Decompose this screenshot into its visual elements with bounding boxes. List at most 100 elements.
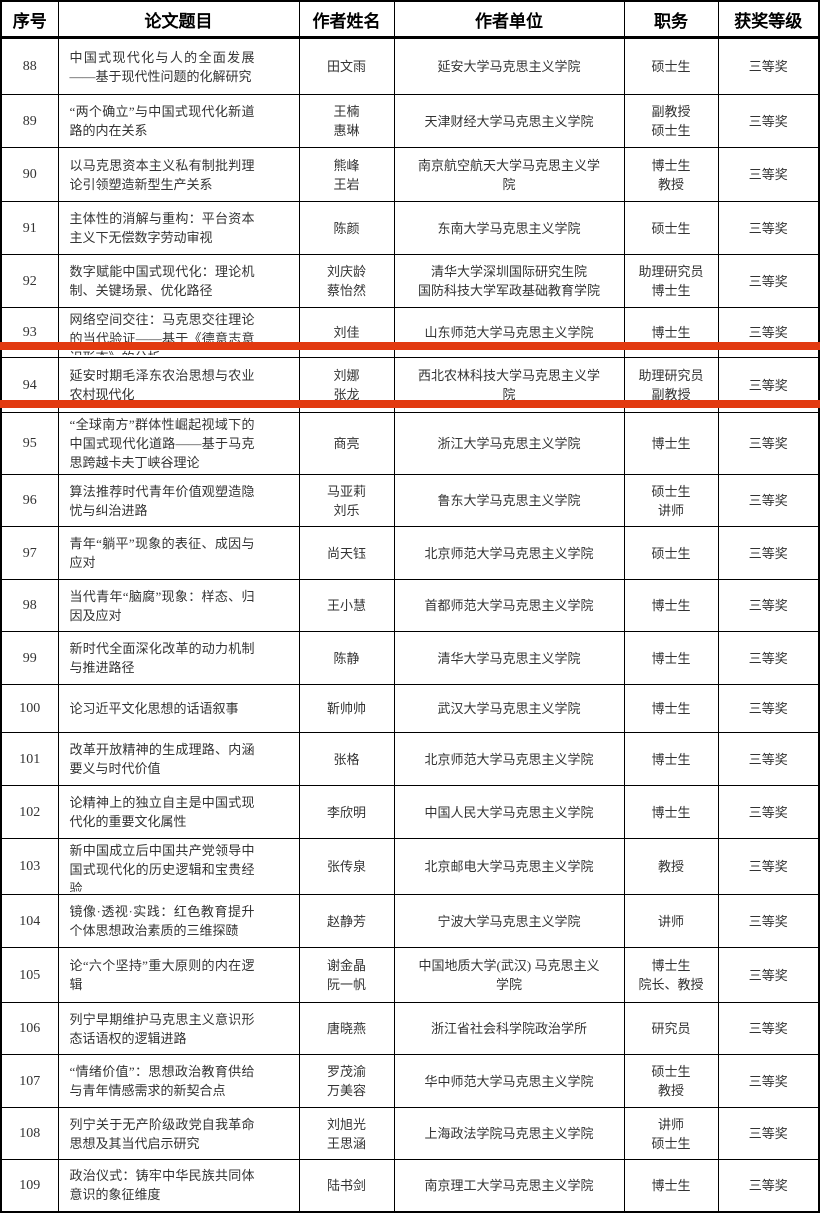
- header-authors: 作者姓名: [298, 0, 395, 39]
- cell-award: 三等奖: [717, 37, 820, 95]
- cell-no: 90: [0, 147, 59, 202]
- cell-no: 105: [0, 947, 59, 1003]
- cell-title: 镜像·透视·实践：红色教育提升个体思想政治素质的三维探赜: [57, 894, 300, 948]
- cell-title: “情绪价值”：思想政治教育供给与青年情感需求的新契合点: [57, 1054, 300, 1108]
- cell-no: 98: [0, 579, 59, 632]
- cell-award: 三等奖: [717, 1054, 820, 1108]
- cell-no: 102: [0, 785, 59, 839]
- cell-position: 硕士生: [623, 526, 719, 580]
- cell-title: “全球南方”群体性崛起视域下的中国式现代化道路——基于马克思跨越卡夫丁峡谷理论: [57, 412, 300, 475]
- cell-award: 三等奖: [717, 1107, 820, 1160]
- cell-title: 以马克思资本主义私有制批判理论引领塑造新型生产关系: [57, 147, 300, 202]
- cell-authors: 刘娜 张龙: [298, 357, 395, 413]
- cell-title: 网络空间交往：马克思交往理论的当代验证——基于《德意志意识形态》的分析: [57, 307, 300, 358]
- cell-award: 三等奖: [717, 631, 820, 685]
- cell-authors: 王楠 惠琳: [298, 94, 395, 148]
- cell-unit: 武汉大学马克思主义学院: [393, 684, 625, 733]
- cell-position: 博士生: [623, 631, 719, 685]
- cell-title: 主体性的消解与重构：平台资本主义下无偿数字劳动审视: [57, 201, 300, 255]
- cell-award: 三等奖: [717, 894, 820, 948]
- cell-title: 数字赋能中国式现代化：理论机制、关键场景、优化路径: [57, 254, 300, 308]
- cell-no: 108: [0, 1107, 59, 1160]
- cell-unit: 北京师范大学马克思主义学院: [393, 732, 625, 786]
- table-row: 103 新中国成立后中国共产党领导中国式现代化的历史逻辑和宝贵经验 张传泉 北京邮电大…: [0, 838, 820, 895]
- cell-title: 改革开放精神的生成理路、内涵要义与时代价值: [57, 732, 300, 786]
- cell-unit: 东南大学马克思主义学院: [393, 201, 625, 255]
- cell-title: 青年“躺平”现象的表征、成因与应对: [57, 526, 300, 580]
- cell-position: 硕士生 讲师: [623, 474, 719, 527]
- cell-unit: 中国人民大学马克思主义学院: [393, 785, 625, 839]
- cell-authors: 李欣明: [298, 785, 395, 839]
- cell-title: 论习近平文化思想的话语叙事: [57, 684, 300, 733]
- cell-award: 三等奖: [717, 94, 820, 148]
- cell-award: 三等奖: [717, 785, 820, 839]
- cell-title: 中国式现代化与人的全面发展——基于现代性问题的化解研究: [57, 37, 300, 95]
- cell-award: 三等奖: [717, 684, 820, 733]
- table-row: 94 延安时期毛泽东农治思想与农业农村现代化 刘娜 张龙 西北农林科技大学马克思主义学…: [0, 357, 820, 413]
- cell-no: 94: [0, 357, 59, 413]
- cell-award: 三等奖: [717, 1002, 820, 1055]
- cell-position: 副教授 硕士生: [623, 94, 719, 148]
- cell-authors: 尚天钰: [298, 526, 395, 580]
- cell-position: 博士生: [623, 785, 719, 839]
- cell-unit: 宁波大学马克思主义学院: [393, 894, 625, 948]
- table-row: 105 论“六个坚持”重大原则的内在逻辑 谢金晶 阮一帆 中国地质大学(武汉) 马克思…: [0, 947, 820, 1003]
- cell-authors: 谢金晶 阮一帆: [298, 947, 395, 1003]
- cell-position: 硕士生: [623, 37, 719, 95]
- cell-title: 论“六个坚持”重大原则的内在逻辑: [57, 947, 300, 1003]
- cell-position: 博士生: [623, 1159, 719, 1212]
- cell-authors: 罗茂渝 万美容: [298, 1054, 395, 1108]
- table-row: 104 镜像·透视·实践：红色教育提升个体思想政治素质的三维探赜 赵静芳 宁波大学马克…: [0, 894, 820, 948]
- table-row: 101 改革开放精神的生成理路、内涵要义与时代价值 张格 北京师范大学马克思主义学院博…: [0, 732, 820, 786]
- table-row: 90 以马克思资本主义私有制批判理论引领塑造新型生产关系 熊峰 王岩 南京航空航天大学…: [0, 147, 820, 202]
- cell-unit: 浙江大学马克思主义学院: [393, 412, 625, 475]
- cell-authors: 张格: [298, 732, 395, 786]
- table-row: 106 列宁早期维护马克思主义意识形态话语权的逻辑进路 唐晓燕 浙江省社会科学院政治学…: [0, 1002, 820, 1055]
- header-unit: 作者单位: [393, 0, 625, 39]
- cell-award: 三等奖: [717, 357, 820, 413]
- cell-no: 96: [0, 474, 59, 527]
- cell-title: 列宁关于无产阶级政党自我革命思想及其当代启示研究: [57, 1107, 300, 1160]
- table-row: 99 新时代全面深化改革的动力机制与推进路径 陈静 清华大学马克思主义学院 博士生 三等奖: [0, 631, 820, 685]
- header-position: 职务: [623, 0, 719, 39]
- table-row: 96 算法推荐时代青年价值观塑造隐忧与纠治进路 马亚莉 刘乐 鲁东大学马克思主义学院硕…: [0, 474, 820, 527]
- cell-unit: 南京理工大学马克思主义学院: [393, 1159, 625, 1212]
- cell-no: 89: [0, 94, 59, 148]
- cell-award: 三等奖: [717, 838, 820, 895]
- cell-authors: 陈静: [298, 631, 395, 685]
- cell-unit: 鲁东大学马克思主义学院: [393, 474, 625, 527]
- cell-position: 讲师 硕士生: [623, 1107, 719, 1160]
- table-row: 102 论精神上的独立自主是中国式现代化的重要文化属性 李欣明 中国人民大学马克思主义…: [0, 785, 820, 839]
- cell-no: 97: [0, 526, 59, 580]
- cell-unit: 中国地质大学(武汉) 马克思主义学院: [393, 947, 625, 1003]
- cell-unit: 清华大学马克思主义学院: [393, 631, 625, 685]
- cell-award: 三等奖: [717, 526, 820, 580]
- cell-position: 硕士生 教授: [623, 1054, 719, 1108]
- table-row: 88 中国式现代化与人的全面发展——基于现代性问题的化解研究 田文雨 延安大学马克思主…: [0, 37, 820, 95]
- cell-unit: 清华大学深圳国际研究生院 国防科技大学军政基础教育学院: [393, 254, 625, 308]
- cell-authors: 张传泉: [298, 838, 395, 895]
- cell-position: 博士生: [623, 412, 719, 475]
- cell-authors: 王小慧: [298, 579, 395, 632]
- cell-unit: 北京师范大学马克思主义学院: [393, 526, 625, 580]
- cell-position: 研究员: [623, 1002, 719, 1055]
- cell-unit: 南京航空航天大学马克思主义学院: [393, 147, 625, 202]
- cell-authors: 田文雨: [298, 37, 395, 95]
- cell-award: 三等奖: [717, 474, 820, 527]
- table-row: 98 当代青年“脑腐”现象：样态、归因及应对 王小慧 首都师范大学马克思主义学院 博士生…: [0, 579, 820, 632]
- cell-authors: 刘庆龄 蔡怡然: [298, 254, 395, 308]
- cell-no: 106: [0, 1002, 59, 1055]
- table-header-row: 序号 论文题目 作者姓名 作者单位 职务 获奖等级: [0, 0, 820, 39]
- cell-award: 三等奖: [717, 254, 820, 308]
- cell-no: 93: [0, 307, 59, 358]
- cell-authors: 陆书剑: [298, 1159, 395, 1212]
- table-row: 107 “情绪价值”：思想政治教育供给与青年情感需求的新契合点 罗茂渝 万美容 华中师…: [0, 1054, 820, 1108]
- table-row: 91 主体性的消解与重构：平台资本主义下无偿数字劳动审视 陈颜 东南大学马克思主义学院…: [0, 201, 820, 255]
- header-title: 论文题目: [57, 0, 300, 39]
- table-row: 93网络空间交往：马克思交往理论的当代验证——基于《德意志意识形态》的分析刘佳山…: [0, 307, 820, 358]
- table-row: 97 青年“躺平”现象的表征、成因与应对 尚天钰 北京师范大学马克思主义学院 硕士生 三等…: [0, 526, 820, 580]
- cell-no: 92: [0, 254, 59, 308]
- cell-position: 博士生: [623, 307, 719, 358]
- cell-no: 99: [0, 631, 59, 685]
